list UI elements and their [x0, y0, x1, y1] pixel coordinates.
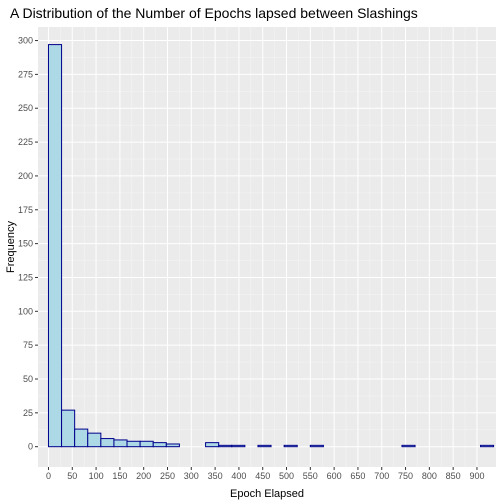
- plot-panel: [38, 27, 496, 467]
- y-tick-label: 175: [18, 205, 33, 215]
- x-tick-label: 850: [446, 471, 461, 481]
- histogram-bar: [100, 438, 115, 448]
- y-tick-label: 275: [18, 69, 33, 79]
- x-tick-label: 650: [350, 471, 365, 481]
- x-tick-label: 550: [303, 471, 318, 481]
- histogram-bar: [309, 444, 324, 448]
- x-tick-label: 250: [160, 471, 175, 481]
- x-tick-label: 150: [112, 471, 127, 481]
- x-tick-label: 700: [374, 471, 389, 481]
- histogram-bar: [401, 444, 416, 448]
- y-axis-title: Frequency: [5, 221, 17, 273]
- histogram-bar: [205, 442, 220, 448]
- histogram-bar: [480, 444, 495, 448]
- y-tick-label: 125: [18, 272, 33, 282]
- x-tick-label: 400: [231, 471, 246, 481]
- x-tick-label: 350: [208, 471, 223, 481]
- y-tick-label: 250: [18, 103, 33, 113]
- x-tick-label: 900: [469, 471, 484, 481]
- x-tick-label: 0: [46, 471, 51, 481]
- y-tick-label: 50: [23, 374, 33, 384]
- histogram-bars: [47, 44, 495, 448]
- x-tick-label: 500: [279, 471, 294, 481]
- histogram-bar: [87, 432, 102, 448]
- histogram-bar: [113, 439, 128, 448]
- chart-title: A Distribution of the Number of Epochs l…: [10, 5, 418, 21]
- y-tick-label: 0: [28, 442, 33, 452]
- y-tick-label: 25: [23, 408, 33, 418]
- histogram-bar: [283, 444, 298, 448]
- histogram-bar: [74, 428, 89, 448]
- histogram-bar: [126, 440, 141, 448]
- x-tick-label: 450: [255, 471, 270, 481]
- x-tick-label: 600: [327, 471, 342, 481]
- histogram-bar: [257, 444, 272, 448]
- histogram-bar: [47, 44, 63, 448]
- y-axis: 0 25 50 75 100 125 150 175 200 225 250 275 300: [18, 36, 38, 452]
- histogram-bar: [165, 443, 180, 448]
- x-tick-label: 800: [422, 471, 437, 481]
- y-tick-label: 300: [18, 36, 33, 46]
- histogram-bar: [139, 440, 154, 448]
- histogram-bar: [61, 409, 76, 448]
- x-tick-label: 50: [67, 471, 77, 481]
- x-axis-title: Epoch Elapsed: [230, 488, 304, 500]
- x-tick-label: 200: [136, 471, 151, 481]
- x-tick-label: 300: [184, 471, 199, 481]
- x-tick-label: 750: [398, 471, 413, 481]
- x-axis: 0 50 100 150 200 250 300 350 400 450 500 550 600 650 7…: [46, 467, 484, 481]
- histogram-bar: [152, 442, 167, 448]
- y-tick-label: 200: [18, 171, 33, 181]
- y-tick-label: 100: [18, 306, 33, 316]
- y-tick-label: 225: [18, 137, 33, 147]
- histogram-bar: [218, 444, 233, 448]
- y-tick-label: 75: [23, 340, 33, 350]
- y-tick-label: 150: [18, 239, 33, 249]
- x-tick-label: 100: [89, 471, 104, 481]
- histogram-bar: [231, 444, 246, 448]
